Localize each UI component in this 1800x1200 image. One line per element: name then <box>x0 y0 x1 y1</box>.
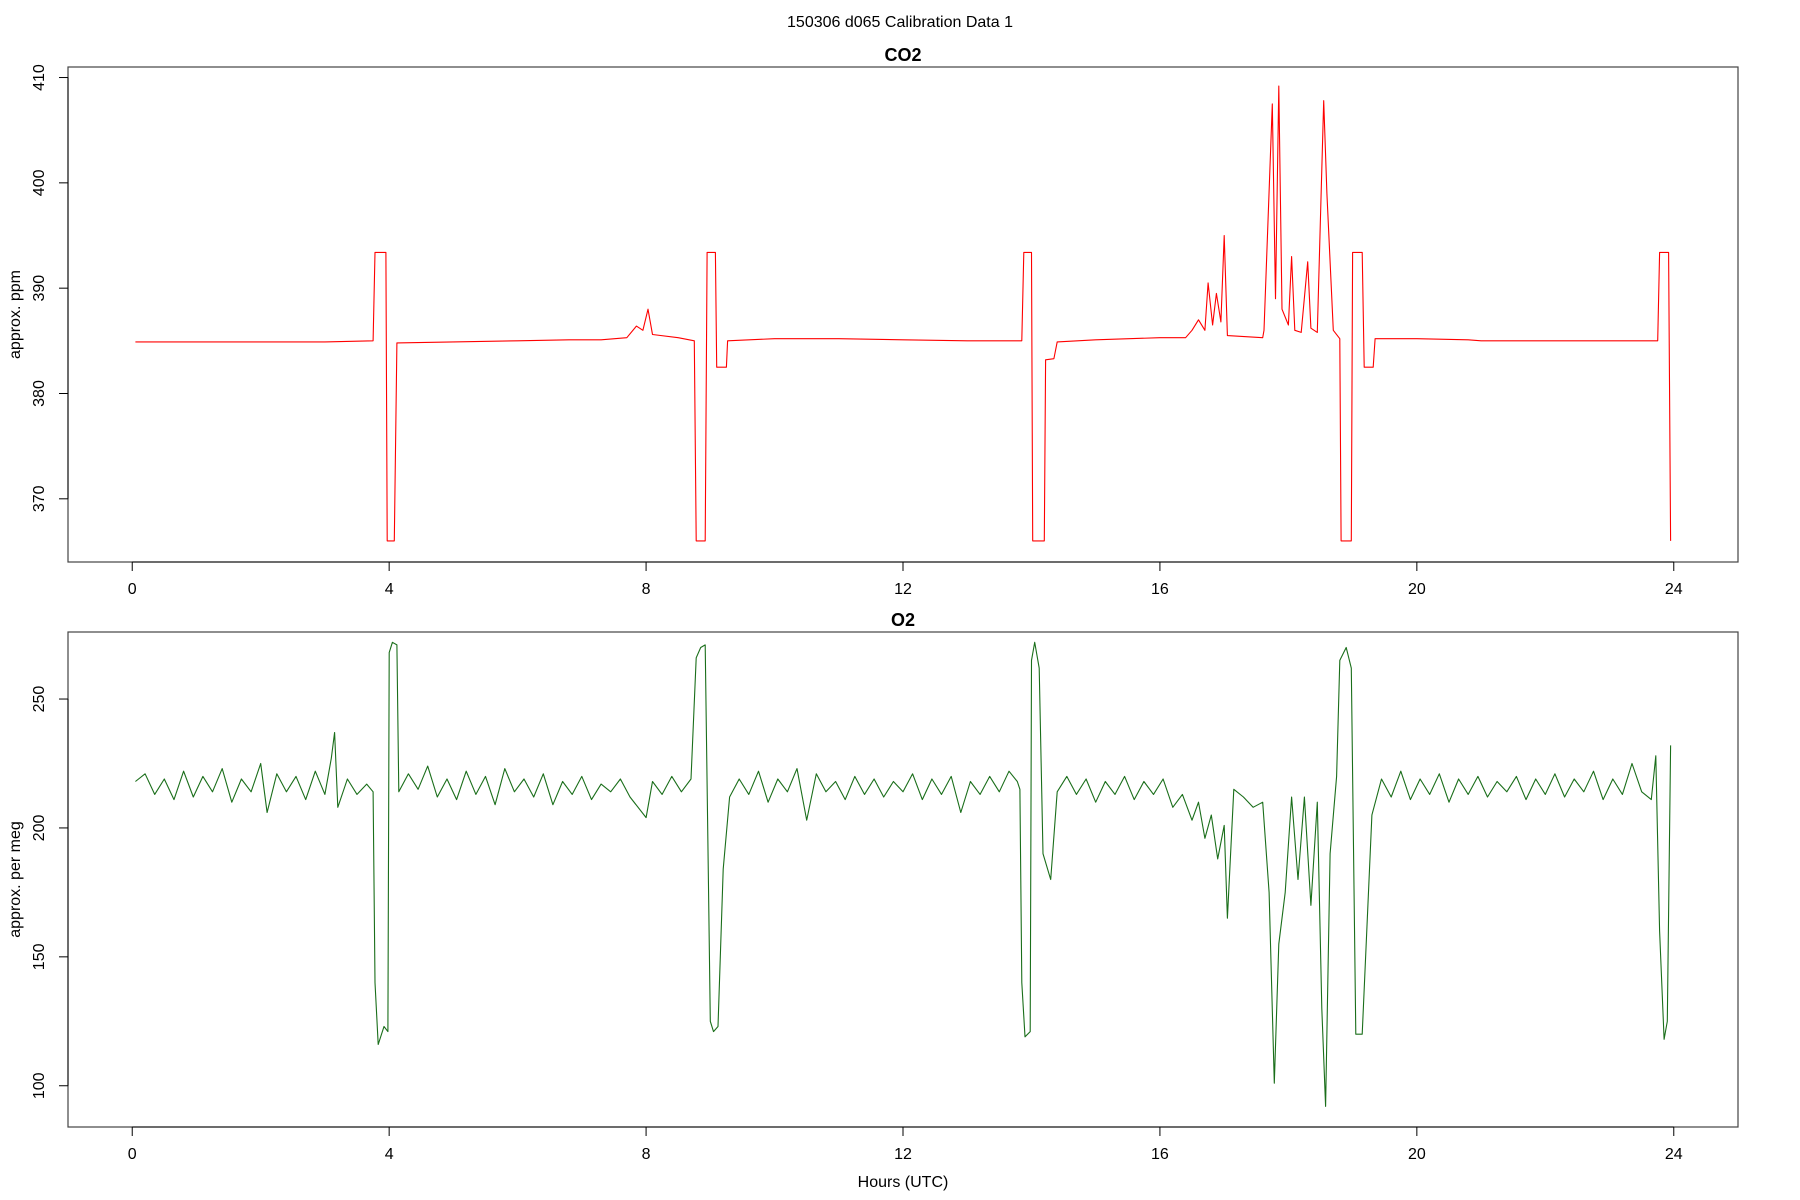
co2-plot-frame <box>67 66 1739 563</box>
o2-y-tick-label: 200 <box>31 814 48 841</box>
co2-x-tick-label: 16 <box>1151 581 1169 598</box>
co2-x-tick-label: 12 <box>894 581 912 598</box>
co2-x-tick-label: 24 <box>1665 581 1683 598</box>
o2-series-line <box>135 641 1672 1107</box>
o2-x-tick-label: 0 <box>128 1146 137 1163</box>
co2-panel: CO2 approx. ppm 0 4 8 12 16 20 24 370 380 390 400 4… <box>7 45 1739 598</box>
o2-x-tick-label: 24 <box>1665 1146 1683 1163</box>
o2-y-tick-label: 250 <box>31 686 48 713</box>
o2-x-tick-label: 16 <box>1151 1146 1169 1163</box>
co2-series-line <box>135 85 1672 542</box>
o2-x-tick-label: 20 <box>1408 1146 1426 1163</box>
co2-y-tick-label: 410 <box>31 64 48 91</box>
co2-x-tick-label: 20 <box>1408 581 1426 598</box>
co2-y-tick-label: 390 <box>31 275 48 302</box>
o2-x-tick-label: 12 <box>894 1146 912 1163</box>
o2-y-tick-label: 100 <box>31 1072 48 1099</box>
co2-y-tick-label: 400 <box>31 169 48 196</box>
o2-panel: O2 approx. per meg Hours (UTC) 0 4 8 12 16 20… <box>7 610 1739 1191</box>
co2-x-tick-label: 8 <box>642 581 651 598</box>
o2-x-axis-label: Hours (UTC) <box>858 1174 949 1191</box>
co2-y-axis-label: approx. ppm <box>7 270 24 359</box>
co2-y-tick-label: 380 <box>31 380 48 407</box>
o2-y-axis-label: approx. per meg <box>7 821 24 938</box>
co2-x-tick-label: 4 <box>385 581 394 598</box>
co2-x-tick-label: 0 <box>128 581 137 598</box>
o2-plot-frame <box>67 631 1739 1128</box>
o2-chart-title: O2 <box>891 610 915 630</box>
figure-title: 150306 d065 Calibration Data 1 <box>787 14 1013 31</box>
co2-chart-title: CO2 <box>884 45 921 65</box>
o2-y-tick-label: 150 <box>31 943 48 970</box>
o2-x-tick-label: 4 <box>385 1146 394 1163</box>
o2-x-tick-label: 8 <box>642 1146 651 1163</box>
co2-y-tick-label: 370 <box>31 485 48 512</box>
